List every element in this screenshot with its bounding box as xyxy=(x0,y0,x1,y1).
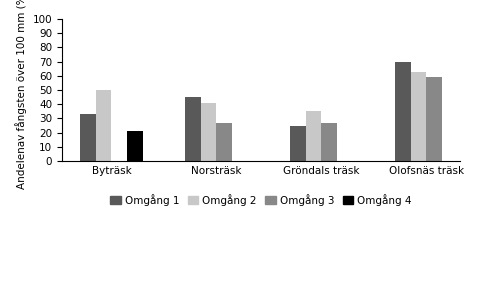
Bar xyxy=(409,72,425,161)
Bar xyxy=(216,123,232,161)
Y-axis label: Andelenav fångsten över 100 mm (%): Andelenav fångsten över 100 mm (%) xyxy=(15,0,27,189)
Bar xyxy=(425,77,441,161)
Bar xyxy=(305,111,321,161)
Bar xyxy=(96,90,111,161)
Legend: Omgång 1, Omgång 2, Omgång 3, Omgång 4: Omgång 1, Omgång 2, Omgång 3, Omgång 4 xyxy=(106,190,415,210)
Bar xyxy=(80,114,96,161)
Bar xyxy=(127,131,143,161)
Bar xyxy=(394,62,409,161)
Bar xyxy=(184,97,200,161)
Bar xyxy=(321,123,336,161)
Bar xyxy=(289,126,305,161)
Bar xyxy=(200,103,216,161)
